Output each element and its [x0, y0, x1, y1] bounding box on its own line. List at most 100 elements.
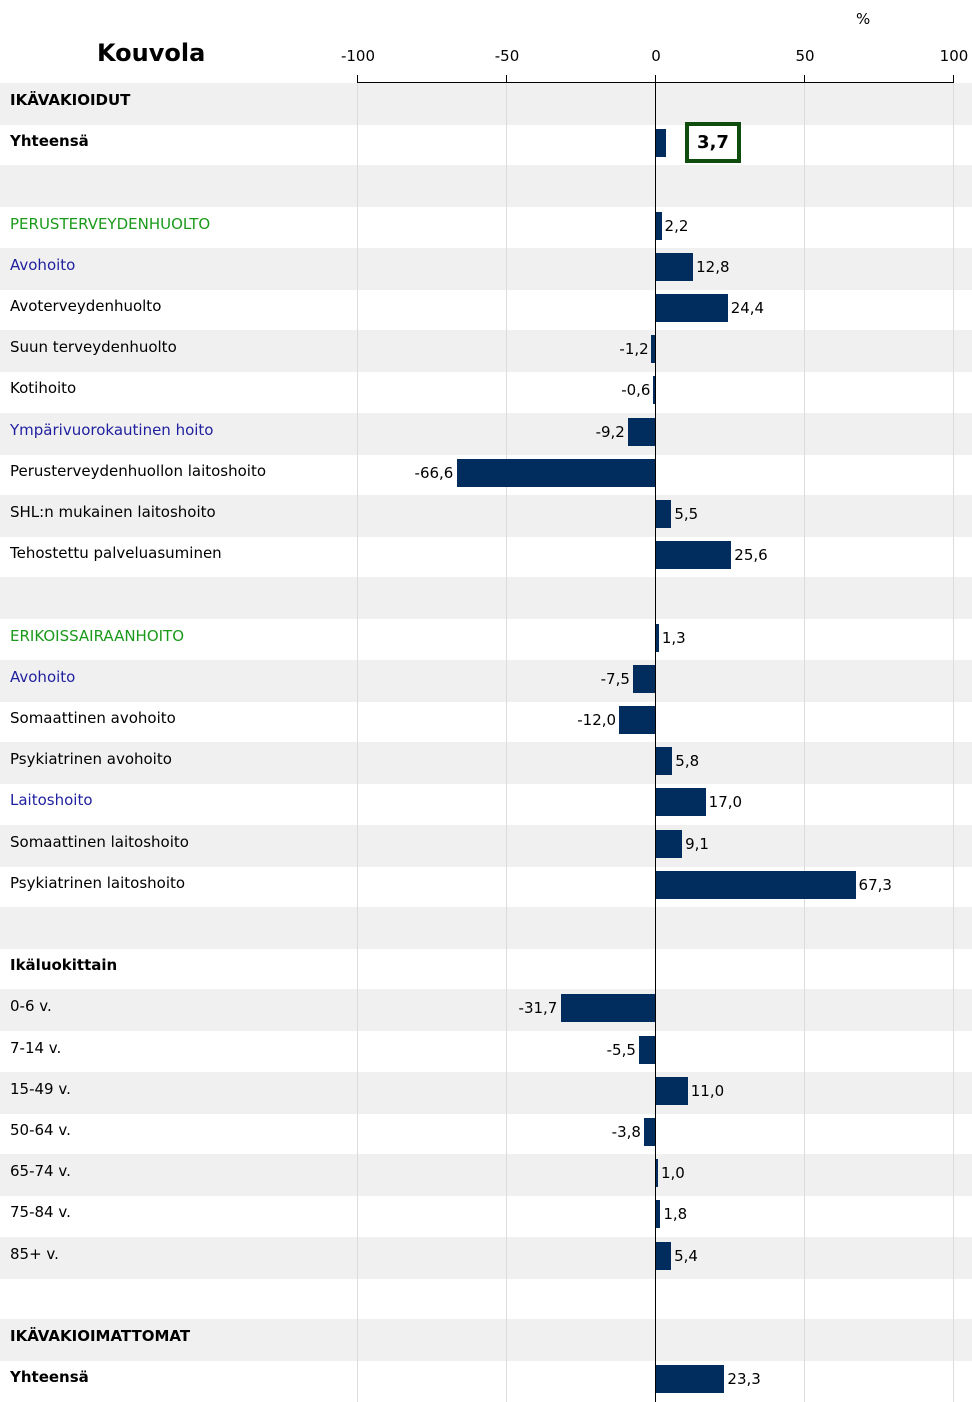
chart-title: Kouvola — [97, 39, 205, 67]
row-label: 85+ v. — [10, 1245, 59, 1263]
row-label: Yhteensä — [10, 132, 89, 150]
value-label: 17,0 — [709, 793, 742, 811]
row-label: Ikäluokittain — [10, 956, 117, 974]
value-label: 1,8 — [663, 1205, 687, 1223]
value-label: -0,6 — [621, 381, 650, 399]
value-label: 25,6 — [734, 546, 767, 564]
row-band — [0, 577, 972, 619]
unit-label: % — [856, 10, 870, 28]
row-label: Kotihoito — [10, 379, 76, 397]
row-label: 50-64 v. — [10, 1121, 71, 1139]
row-label: Tehostettu palveluasuminen — [10, 544, 222, 562]
row-label: SHL:n mukainen laitoshoito — [10, 503, 216, 521]
row-label: 7-14 v. — [10, 1039, 61, 1057]
x-axis-tick — [506, 75, 507, 83]
bar — [655, 294, 728, 322]
row-band — [0, 907, 972, 949]
row-label: Somaattinen laitoshoito — [10, 833, 189, 851]
x-tick-label: -100 — [341, 47, 375, 65]
row-band — [0, 1154, 972, 1196]
row-band — [0, 83, 972, 125]
row-band — [0, 1237, 972, 1279]
value-label: 11,0 — [691, 1082, 724, 1100]
bar — [655, 129, 666, 157]
x-tick-label: 0 — [651, 47, 661, 65]
value-label: 9,1 — [685, 835, 709, 853]
row-label: 15-49 v. — [10, 1080, 71, 1098]
bar — [655, 253, 693, 281]
bar — [655, 747, 672, 775]
bar — [655, 830, 682, 858]
bar — [655, 500, 671, 528]
value-label: 1,3 — [662, 629, 686, 647]
x-tick-label: 50 — [795, 47, 814, 65]
bar — [633, 665, 655, 693]
row-label: IKÄVAKIOIDUT — [10, 91, 130, 109]
row-label: PERUSTERVEYDENHUOLTO — [10, 215, 210, 233]
value-label: 2,2 — [665, 217, 689, 235]
value-label: 5,8 — [675, 752, 699, 770]
value-label: -12,0 — [577, 711, 616, 729]
value-label: -31,7 — [519, 999, 558, 1017]
bar — [644, 1118, 655, 1146]
row-label: Somaattinen avohoito — [10, 709, 176, 727]
bar — [628, 418, 655, 446]
value-label: 12,8 — [696, 258, 729, 276]
zero-line — [655, 83, 656, 1402]
value-label: -9,2 — [596, 423, 625, 441]
value-label: -3,8 — [612, 1123, 641, 1141]
row-band — [0, 248, 972, 290]
x-axis-tick — [357, 75, 358, 83]
row-label: IKÄVAKIOIMATTOMAT — [10, 1327, 190, 1345]
row-label: Suun terveydenhuolto — [10, 338, 177, 356]
value-label: 67,3 — [859, 876, 892, 894]
row-label: 0-6 v. — [10, 997, 52, 1015]
row-label: 75-84 v. — [10, 1203, 71, 1221]
gridline — [804, 83, 805, 1402]
row-label: Psykiatrinen avohoito — [10, 750, 172, 768]
row-label: Ympärivuorokautinen hoito — [10, 421, 214, 439]
x-axis-tick — [953, 75, 954, 83]
row-band — [0, 989, 972, 1031]
value-label: 1,0 — [661, 1164, 685, 1182]
bar — [655, 788, 706, 816]
row-band — [0, 1072, 972, 1114]
row-label: Laitoshoito — [10, 791, 93, 809]
gridline — [953, 83, 954, 1402]
row-band — [0, 165, 972, 207]
value-label: 24,4 — [731, 299, 764, 317]
x-tick-label: -50 — [495, 47, 520, 65]
bar — [655, 1077, 688, 1105]
value-label: 23,3 — [727, 1370, 760, 1388]
x-axis-tick — [804, 75, 805, 83]
row-label: Avoterveydenhuolto — [10, 297, 161, 315]
headline-value-box: 3,7 — [685, 122, 741, 163]
bar — [655, 1242, 671, 1270]
bar — [655, 871, 856, 899]
row-label: Avohoito — [10, 668, 75, 686]
x-axis-tick — [655, 75, 656, 83]
x-tick-label: 100 — [940, 47, 969, 65]
row-label: 65-74 v. — [10, 1162, 71, 1180]
bar — [639, 1036, 655, 1064]
bar — [619, 706, 655, 734]
row-label: Avohoito — [10, 256, 75, 274]
gridline — [506, 83, 507, 1402]
bar — [457, 459, 655, 487]
bar — [655, 541, 731, 569]
row-label: Psykiatrinen laitoshoito — [10, 874, 185, 892]
value-label: -7,5 — [601, 670, 630, 688]
value-label: 5,5 — [674, 505, 698, 523]
bar — [561, 994, 655, 1022]
value-label: 5,4 — [674, 1247, 698, 1265]
value-label: -5,5 — [607, 1041, 636, 1059]
row-band — [0, 660, 972, 702]
bar — [655, 1365, 724, 1393]
value-label: -66,6 — [415, 464, 454, 482]
value-label: -1,2 — [619, 340, 648, 358]
gridline — [357, 83, 358, 1402]
row-label: ERIKOISSAIRAANHOITO — [10, 627, 184, 645]
row-label: Yhteensä — [10, 1368, 89, 1386]
row-label: Perusterveydenhuollon laitoshoito — [10, 462, 266, 480]
